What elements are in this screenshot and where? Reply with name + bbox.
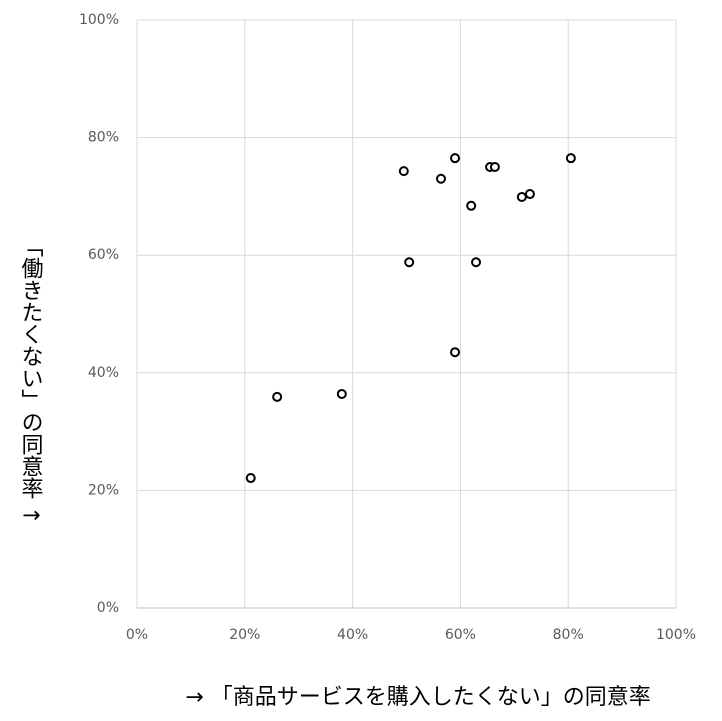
x-tick-label: 40% (337, 627, 368, 643)
point (516, 191, 527, 202)
x-tick-label: 80% (553, 627, 584, 643)
point (336, 388, 347, 399)
point (489, 162, 500, 172)
point (450, 347, 461, 358)
point (466, 200, 477, 211)
point (450, 153, 461, 164)
x-tick-label: 20% (229, 627, 260, 643)
y-axis-title: 「働きたくない」の同意率 ↑ (18, 235, 44, 524)
y-tick-label: 100% (79, 12, 119, 28)
y-tick-label: 60% (88, 247, 119, 263)
point (404, 257, 415, 268)
y-tick-label: 80% (88, 130, 119, 146)
x-tick-label: 100% (656, 627, 696, 643)
point (398, 166, 409, 177)
point (245, 473, 256, 484)
point (565, 153, 576, 164)
point (435, 173, 446, 184)
x-tick-label: 60% (445, 627, 476, 643)
point (471, 257, 482, 268)
y-tick-label: 0% (97, 600, 119, 616)
y-tick-label: 20% (88, 482, 119, 498)
point (272, 391, 283, 402)
point (524, 189, 535, 200)
y-tick-label: 40% (88, 365, 119, 381)
x-axis-title: → 「商品サービスを購入したくない」の同意率 (185, 685, 650, 710)
x-tick-label: 0% (126, 627, 148, 643)
